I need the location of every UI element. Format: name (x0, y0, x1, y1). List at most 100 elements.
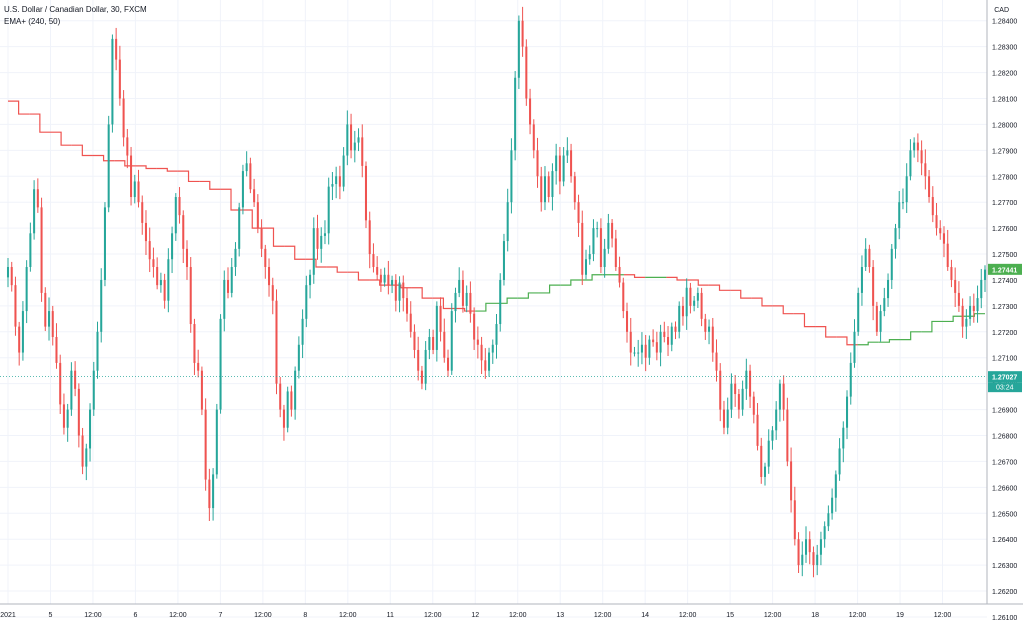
candle-body (450, 311, 453, 371)
candle-body (674, 326, 677, 332)
y-tick-label: 1.26900 (992, 408, 1017, 415)
candle-body (115, 38, 118, 60)
candle-body (85, 448, 88, 467)
candle-body (592, 228, 595, 255)
ema-value-label: 1.27441 (992, 267, 1017, 274)
candle-body (596, 228, 599, 230)
candle-body (391, 279, 394, 286)
candle-body (898, 202, 901, 229)
x-tick-label: 12:00 (424, 612, 442, 619)
x-tick-label: 12:00 (764, 612, 782, 619)
candle-body (860, 267, 863, 293)
candle-body (364, 165, 368, 221)
candle-body (771, 430, 774, 441)
chart-legend: U.S. Dollar / Canadian Dollar, 30, FXCM … (4, 4, 147, 28)
candle-body (323, 233, 326, 236)
candle-body (543, 176, 546, 203)
candle-body (790, 461, 793, 501)
candle-body (797, 539, 800, 566)
price-axis[interactable]: 1.285001.284001.283001.282001.281001.280… (992, 0, 1017, 622)
candle-body (89, 409, 92, 449)
candle-body (969, 305, 972, 319)
candle-body (428, 336, 431, 350)
y-tick-label: 1.27600 (992, 226, 1017, 233)
candle-body (890, 248, 893, 280)
candle-body (465, 292, 468, 306)
candle-body (141, 202, 144, 223)
ema-segment (878, 338, 901, 343)
ema-segment (390, 284, 412, 289)
candle-body (577, 202, 580, 223)
countdown-bg (988, 382, 1022, 393)
candle-body (916, 142, 919, 151)
candle-body (502, 241, 505, 280)
candle-body (279, 383, 282, 410)
candle-body (118, 59, 121, 99)
ema-segment (687, 279, 709, 286)
ema-segment (220, 188, 242, 211)
candle-body (424, 349, 427, 384)
candle-body (6, 267, 10, 278)
candle-body (540, 176, 543, 203)
candle-body (901, 202, 904, 204)
ema-value-label-bg (988, 263, 1022, 275)
ema-segment (836, 336, 858, 346)
candle-body (883, 298, 886, 312)
candle-body (763, 466, 767, 477)
candle-body (189, 267, 192, 325)
candle-body (816, 554, 819, 566)
candle-body (640, 344, 643, 353)
ema-segment (666, 276, 688, 281)
candle-body (148, 241, 151, 260)
ema-segment (369, 279, 391, 286)
candle-body (514, 77, 517, 151)
price-labels: 1.27441 1.27027 03:24 (988, 263, 1022, 393)
symbol-title[interactable]: U.S. Dollar / Canadian Dollar, 30, FXCM (4, 5, 147, 14)
candle-body (931, 197, 934, 216)
candle-body (294, 370, 297, 410)
candle-body (547, 176, 550, 198)
indicator-title[interactable]: EMA+ (240, 50) (4, 17, 61, 26)
candle-body (159, 279, 162, 286)
ema-segment (114, 160, 136, 167)
x-tick-label: 12:00 (84, 612, 102, 619)
y-tick-label: 1.26100 (992, 615, 1017, 622)
candle-body (566, 150, 569, 156)
candle-body (204, 409, 207, 480)
candle-body (439, 305, 442, 332)
candle-body (857, 292, 860, 332)
candle-body (122, 98, 125, 138)
y-tick-label: 1.26600 (992, 485, 1017, 492)
candle-body (413, 331, 416, 350)
candle-body (611, 222, 614, 239)
y-tick-label: 1.28000 (992, 122, 1017, 129)
candle-body (96, 331, 99, 371)
candle-body (361, 137, 364, 166)
candle-body (316, 228, 319, 249)
candle-body (756, 414, 759, 446)
y-tick-label: 1.27700 (992, 200, 1017, 207)
time-axis[interactable]: 2021 5 12:00 6 12:00 7 12:00 8 12:00 11 12:00 12 12:… (0, 612, 951, 619)
ema-segment (241, 209, 263, 229)
candle-body (976, 298, 979, 312)
candle-body (62, 404, 65, 428)
x-tick-label: 12:00 (509, 612, 527, 619)
x-tick-label: 7 (218, 612, 222, 619)
x-tick-label: 8 (303, 612, 307, 619)
candle-body (722, 409, 725, 428)
candle-body (812, 552, 815, 566)
candle-body (51, 311, 54, 337)
candle-body (14, 285, 17, 327)
candle-body (372, 254, 375, 268)
candle-body (696, 292, 699, 301)
candle-body (100, 279, 103, 332)
candle-body (637, 352, 640, 354)
ema-segment (156, 167, 178, 172)
candle-body (667, 336, 670, 345)
y-tick-label: 1.27800 (992, 174, 1017, 181)
ema-segment (177, 170, 200, 183)
candle-body (853, 331, 856, 363)
candle-body (599, 228, 602, 268)
